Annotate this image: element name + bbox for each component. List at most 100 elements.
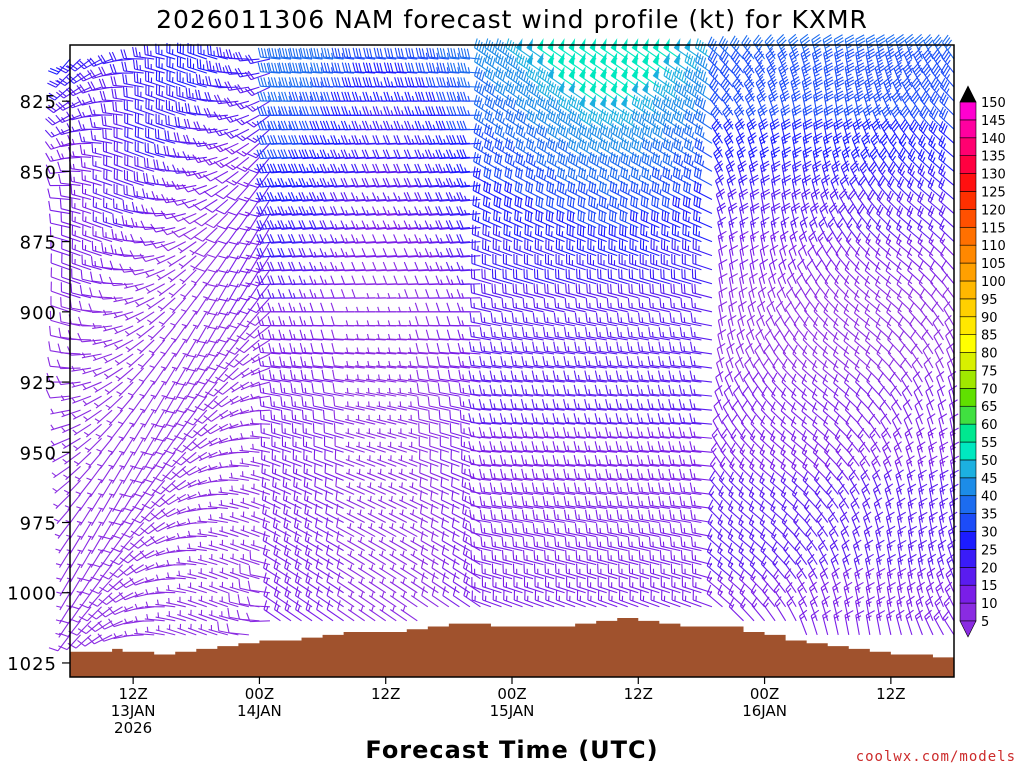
wind-barb xyxy=(108,618,134,628)
wind-barb xyxy=(268,62,292,74)
wind-barb xyxy=(278,343,302,355)
wind-barb xyxy=(83,409,102,422)
wind-barb xyxy=(92,169,113,186)
wind-barb xyxy=(134,628,155,636)
wind-barb xyxy=(119,437,134,456)
wind-barb xyxy=(82,381,102,391)
wind-barb xyxy=(218,513,239,524)
x-tick-label: 12Z xyxy=(876,685,905,703)
wind-barb xyxy=(118,592,144,601)
wind-barb xyxy=(150,367,166,385)
wind-barb xyxy=(284,572,302,594)
wind-barb xyxy=(193,423,218,437)
wind-barb xyxy=(137,339,155,355)
wind-barb xyxy=(148,339,166,356)
wind-barb xyxy=(171,479,197,491)
wind-barb xyxy=(269,396,292,411)
wind-barb xyxy=(237,171,260,188)
wind-barb xyxy=(81,239,102,257)
wind-barb xyxy=(46,176,71,187)
wind-barb xyxy=(45,152,71,162)
wind-barb xyxy=(189,241,208,256)
wind-barb xyxy=(76,494,92,512)
wind-barb xyxy=(99,90,123,102)
wind-barb xyxy=(197,528,218,538)
wind-barb xyxy=(182,437,208,452)
wind-barb xyxy=(71,365,92,372)
wind-barb xyxy=(279,356,302,369)
wind-barb xyxy=(98,508,113,527)
wind-barb xyxy=(179,269,197,285)
wind-barb xyxy=(71,409,92,420)
wind-barb xyxy=(197,516,218,524)
wind-barb xyxy=(49,325,71,341)
credit-link[interactable]: coolwx.com/models xyxy=(856,749,1016,765)
wind-barb xyxy=(108,466,124,484)
wind-barb xyxy=(279,369,302,383)
wind-barb xyxy=(45,114,71,126)
wind-barb xyxy=(157,297,176,312)
wind-barb xyxy=(104,381,123,395)
wind-barb xyxy=(61,423,81,434)
wind-barb xyxy=(160,339,176,357)
wind-barb xyxy=(186,530,207,538)
wind-barb xyxy=(78,316,102,327)
wind-barb xyxy=(95,423,113,440)
wind-barb xyxy=(273,586,292,608)
wind-barb xyxy=(81,564,103,582)
wind-barb xyxy=(247,297,271,314)
wind-barb xyxy=(180,297,197,315)
wind-barb xyxy=(250,497,271,509)
wind-barb xyxy=(178,255,197,269)
wind-barb xyxy=(108,578,134,591)
y-tick-label: 975 xyxy=(20,514,57,535)
wind-barb xyxy=(124,141,144,158)
wind-barb xyxy=(102,128,123,144)
wind-barb xyxy=(205,367,229,384)
wind-barb xyxy=(52,479,71,494)
wind-barb xyxy=(103,183,123,201)
wind-barb xyxy=(239,458,260,467)
wind-barb xyxy=(171,180,197,190)
wind-barb xyxy=(173,437,197,453)
wind-barb xyxy=(60,409,81,418)
wind-barb xyxy=(259,409,281,425)
wind-barb xyxy=(269,383,292,397)
wind-barb xyxy=(194,395,218,412)
wind-barb xyxy=(207,476,228,483)
wind-barb xyxy=(140,437,155,456)
y-tick-label: 850 xyxy=(20,162,57,183)
wind-barb xyxy=(79,144,102,158)
wind-barb xyxy=(90,564,113,581)
wind-barb xyxy=(129,266,155,276)
colorbar-swatch xyxy=(959,191,977,210)
colorbar-label: 5 xyxy=(981,615,989,630)
wind-barb xyxy=(77,108,102,118)
wind-barb xyxy=(135,297,155,308)
wind-barb xyxy=(238,283,260,301)
wind-barb xyxy=(60,297,81,313)
colorbar-label: 90 xyxy=(981,311,998,326)
wind-barb xyxy=(273,531,292,552)
wind-barb xyxy=(56,578,71,597)
wind-barb xyxy=(152,465,176,482)
wind-barb xyxy=(113,183,134,201)
wind-barb xyxy=(45,100,71,114)
colorbar-swatch xyxy=(959,459,977,479)
wind-barb xyxy=(245,114,271,128)
colorbar-label: 140 xyxy=(981,132,1006,147)
wind-barb xyxy=(166,521,186,530)
wind-barb xyxy=(128,395,145,413)
wind-barb xyxy=(139,536,165,547)
wind-barb xyxy=(262,531,281,552)
wind-barb xyxy=(273,558,292,580)
wind-barb xyxy=(202,141,229,150)
wind-barb xyxy=(71,239,92,257)
wind-barb xyxy=(198,568,218,580)
wind-barb xyxy=(113,141,134,158)
wind-barb xyxy=(109,63,134,74)
wind-barb xyxy=(238,578,260,594)
wind-barb xyxy=(59,199,81,215)
y-tick-label: 1000 xyxy=(7,584,57,605)
wind-barb xyxy=(198,595,218,608)
